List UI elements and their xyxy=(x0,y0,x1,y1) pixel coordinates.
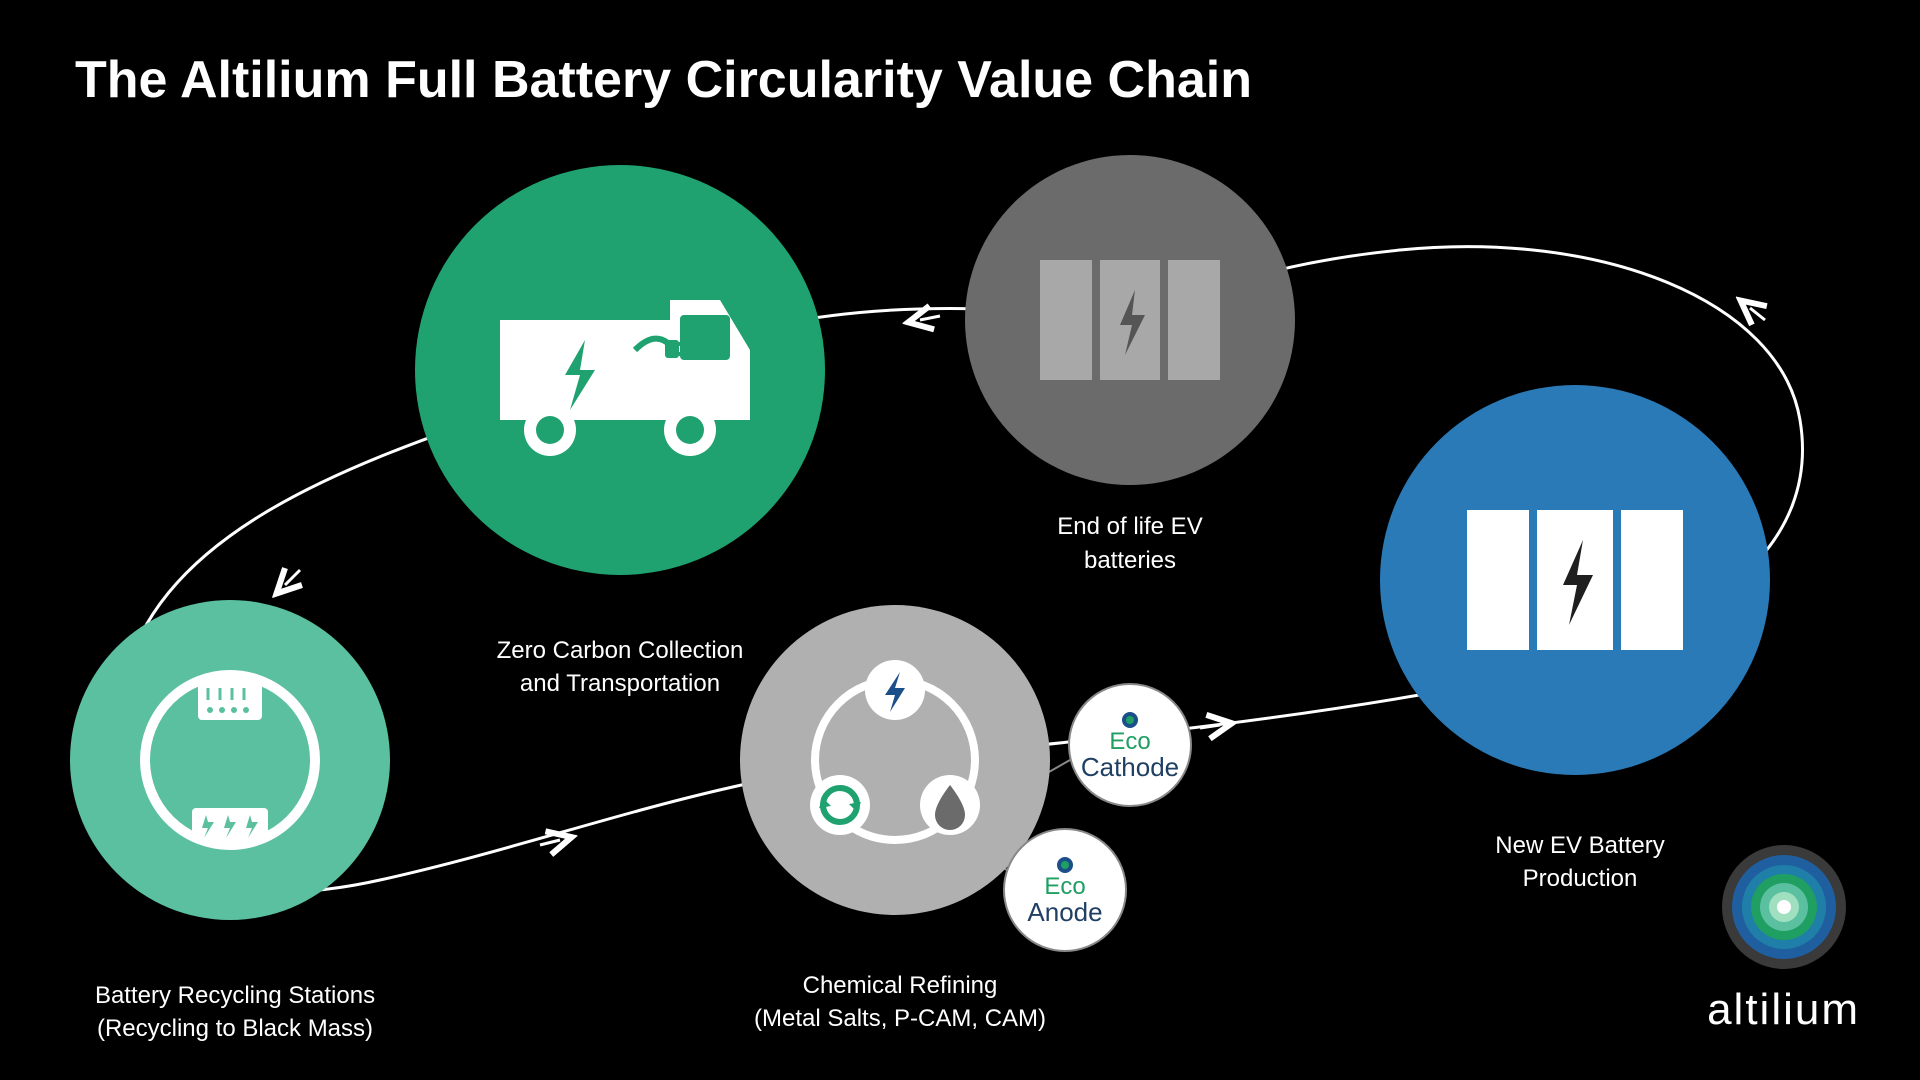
node-refining xyxy=(740,605,1050,915)
eco-anode-badge: Eco Anode xyxy=(1003,828,1127,952)
eco-cathode-badge: Eco Cathode xyxy=(1068,683,1192,807)
dot-icon xyxy=(1120,710,1140,730)
brand-logo: altilium xyxy=(1707,842,1860,1035)
page-title: The Altilium Full Battery Circularity Va… xyxy=(75,50,1252,110)
label-text: End of life EV batteries xyxy=(1057,513,1202,574)
label-refining: Chemical Refining (Metal Salts, P-CAM, C… xyxy=(750,935,1050,1036)
battery-pack-white-icon xyxy=(1455,485,1695,675)
label-recycling: Battery Recycling Stations (Recycling to… xyxy=(75,945,395,1046)
label-production: New EV Battery Production xyxy=(1470,795,1690,896)
dot-icon xyxy=(1055,855,1075,875)
eco-anode-bottom: Anode xyxy=(1027,899,1102,925)
logo-text: altilium xyxy=(1707,985,1860,1035)
node-production xyxy=(1380,385,1770,775)
label-collection: Zero Carbon Collection and Transportatio… xyxy=(470,600,770,701)
label-text: New EV Battery Production xyxy=(1495,832,1664,893)
process-triad-icon xyxy=(775,640,1015,880)
eco-cathode-bottom: Cathode xyxy=(1081,754,1179,780)
label-text: Battery Recycling Stations (Recycling to… xyxy=(95,982,375,1043)
label-end-of-life: End of life EV batteries xyxy=(1010,510,1250,577)
eco-anode-top: Eco xyxy=(1027,875,1102,899)
battery-pack-icon xyxy=(1030,240,1230,400)
label-text: Zero Carbon Collection and Transportatio… xyxy=(497,637,744,698)
node-end-of-life xyxy=(965,155,1295,485)
node-collection xyxy=(415,165,825,575)
ev-truck-icon xyxy=(470,260,770,480)
logo-rings-icon xyxy=(1719,842,1849,972)
node-recycling xyxy=(70,600,390,920)
label-text: Chemical Refining (Metal Salts, P-CAM, C… xyxy=(754,972,1046,1033)
eco-cathode-top: Eco xyxy=(1081,730,1179,754)
recycling-circuit-icon xyxy=(120,650,340,870)
